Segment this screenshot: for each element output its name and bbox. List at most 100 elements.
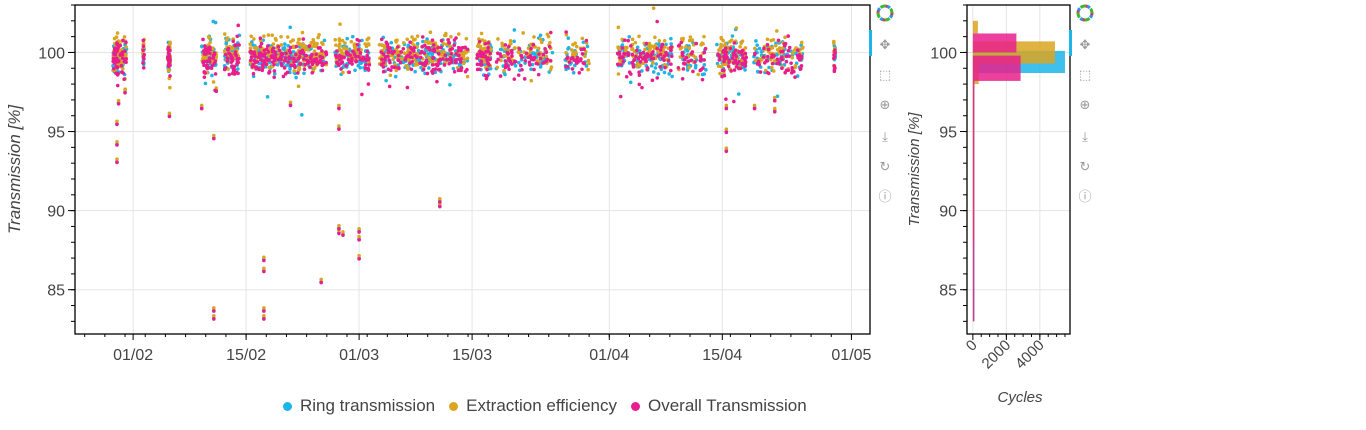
data-point: [363, 63, 368, 67]
data-point: [669, 42, 673, 46]
data-point: [500, 44, 505, 48]
box-zoom-icon[interactable]: ⬚: [878, 67, 892, 82]
data-point: [166, 47, 170, 51]
data-point: [320, 61, 324, 65]
data-point: [437, 67, 442, 72]
outlier-point: [262, 317, 266, 321]
data-point: [294, 52, 298, 57]
data-point: [119, 63, 124, 68]
outlier-point: [337, 227, 341, 231]
data-point: [119, 60, 124, 65]
help-icon[interactable]: ⓘ: [878, 189, 892, 204]
data-point: [206, 46, 211, 51]
data-point: [260, 58, 265, 63]
outlier-point: [116, 102, 121, 106]
data-point: [754, 58, 758, 63]
data-point: [771, 53, 776, 58]
data-point: [538, 33, 543, 38]
data-point: [780, 66, 784, 71]
data-point: [420, 35, 425, 39]
data-point: [428, 57, 432, 62]
data-point: [288, 25, 293, 30]
data-point: [775, 94, 780, 99]
data-point: [787, 54, 791, 58]
pan-icon[interactable]: ✥: [1079, 37, 1091, 52]
help-icon[interactable]: ⓘ: [1078, 189, 1092, 204]
data-point: [549, 65, 554, 69]
wheel-zoom-icon[interactable]: ⊕: [879, 97, 891, 112]
data-point: [433, 62, 438, 67]
data-point: [259, 54, 263, 58]
data-point: [529, 42, 533, 47]
outlier-point: [357, 238, 361, 242]
data-point: [774, 43, 778, 48]
data-point: [456, 48, 461, 53]
data-point: [381, 69, 386, 74]
outlier-point: [115, 122, 119, 127]
data-point: [414, 60, 419, 65]
data-point: [399, 50, 403, 54]
data-point: [651, 50, 655, 54]
legend-item-ring[interactable]: Ring transmission: [283, 396, 435, 416]
data-point: [452, 69, 457, 74]
data-point: [656, 72, 661, 76]
data-point: [771, 38, 776, 42]
data-point: [740, 39, 745, 44]
reset-icon[interactable]: ↻: [879, 159, 891, 174]
data-point: [669, 54, 674, 59]
bokeh-logo-icon[interactable]: [875, 4, 895, 24]
save-icon[interactable]: ⤓: [1082, 129, 1088, 144]
data-point: [477, 39, 482, 44]
data-point: [452, 43, 457, 48]
legend-item-overall[interactable]: Overall Transmission: [630, 396, 807, 416]
data-point: [251, 71, 256, 76]
data-point: [272, 69, 277, 73]
data-point: [582, 61, 587, 66]
wheel-zoom-icon[interactable]: ⊕: [1079, 97, 1091, 112]
box-zoom-icon[interactable]: ⬚: [1078, 67, 1092, 82]
data-point: [335, 49, 339, 53]
data-point: [454, 51, 458, 56]
histogram-bar: [972, 55, 1021, 81]
save-icon[interactable]: ⤓: [882, 129, 888, 144]
data-point: [743, 58, 747, 62]
data-point: [236, 67, 240, 71]
data-point: [384, 40, 389, 45]
data-point: [296, 84, 301, 89]
data-point: [413, 69, 417, 74]
data-point: [663, 45, 667, 49]
legend-item-extraction[interactable]: Extraction efficiency: [449, 396, 617, 416]
data-point: [383, 57, 387, 62]
data-point: [757, 46, 762, 51]
data-point: [633, 54, 638, 59]
data-point: [766, 54, 770, 59]
data-point: [267, 69, 272, 74]
pan-icon[interactable]: ✥: [879, 37, 891, 52]
data-point: [447, 41, 452, 45]
data-point: [446, 37, 450, 42]
data-point: [431, 43, 436, 47]
data-point: [546, 34, 551, 39]
data-point: [528, 63, 532, 67]
data-point: [615, 51, 620, 56]
reset-icon[interactable]: ↻: [1079, 159, 1091, 174]
data-point: [249, 34, 254, 39]
data-point: [389, 40, 394, 45]
data-point: [436, 45, 440, 50]
data-point: [347, 70, 352, 75]
data-point: [223, 52, 228, 57]
data-point: [338, 22, 342, 26]
bokeh-logo-icon[interactable]: [1075, 4, 1095, 24]
data-point: [508, 39, 513, 43]
active-tool-marker: [869, 30, 872, 56]
data-point: [776, 38, 781, 43]
data-point: [227, 51, 231, 56]
data-point: [333, 53, 338, 58]
data-point: [737, 50, 741, 54]
data-point: [271, 46, 276, 51]
data-point: [337, 47, 342, 52]
data-point: [755, 43, 759, 47]
data-point: [397, 66, 401, 71]
